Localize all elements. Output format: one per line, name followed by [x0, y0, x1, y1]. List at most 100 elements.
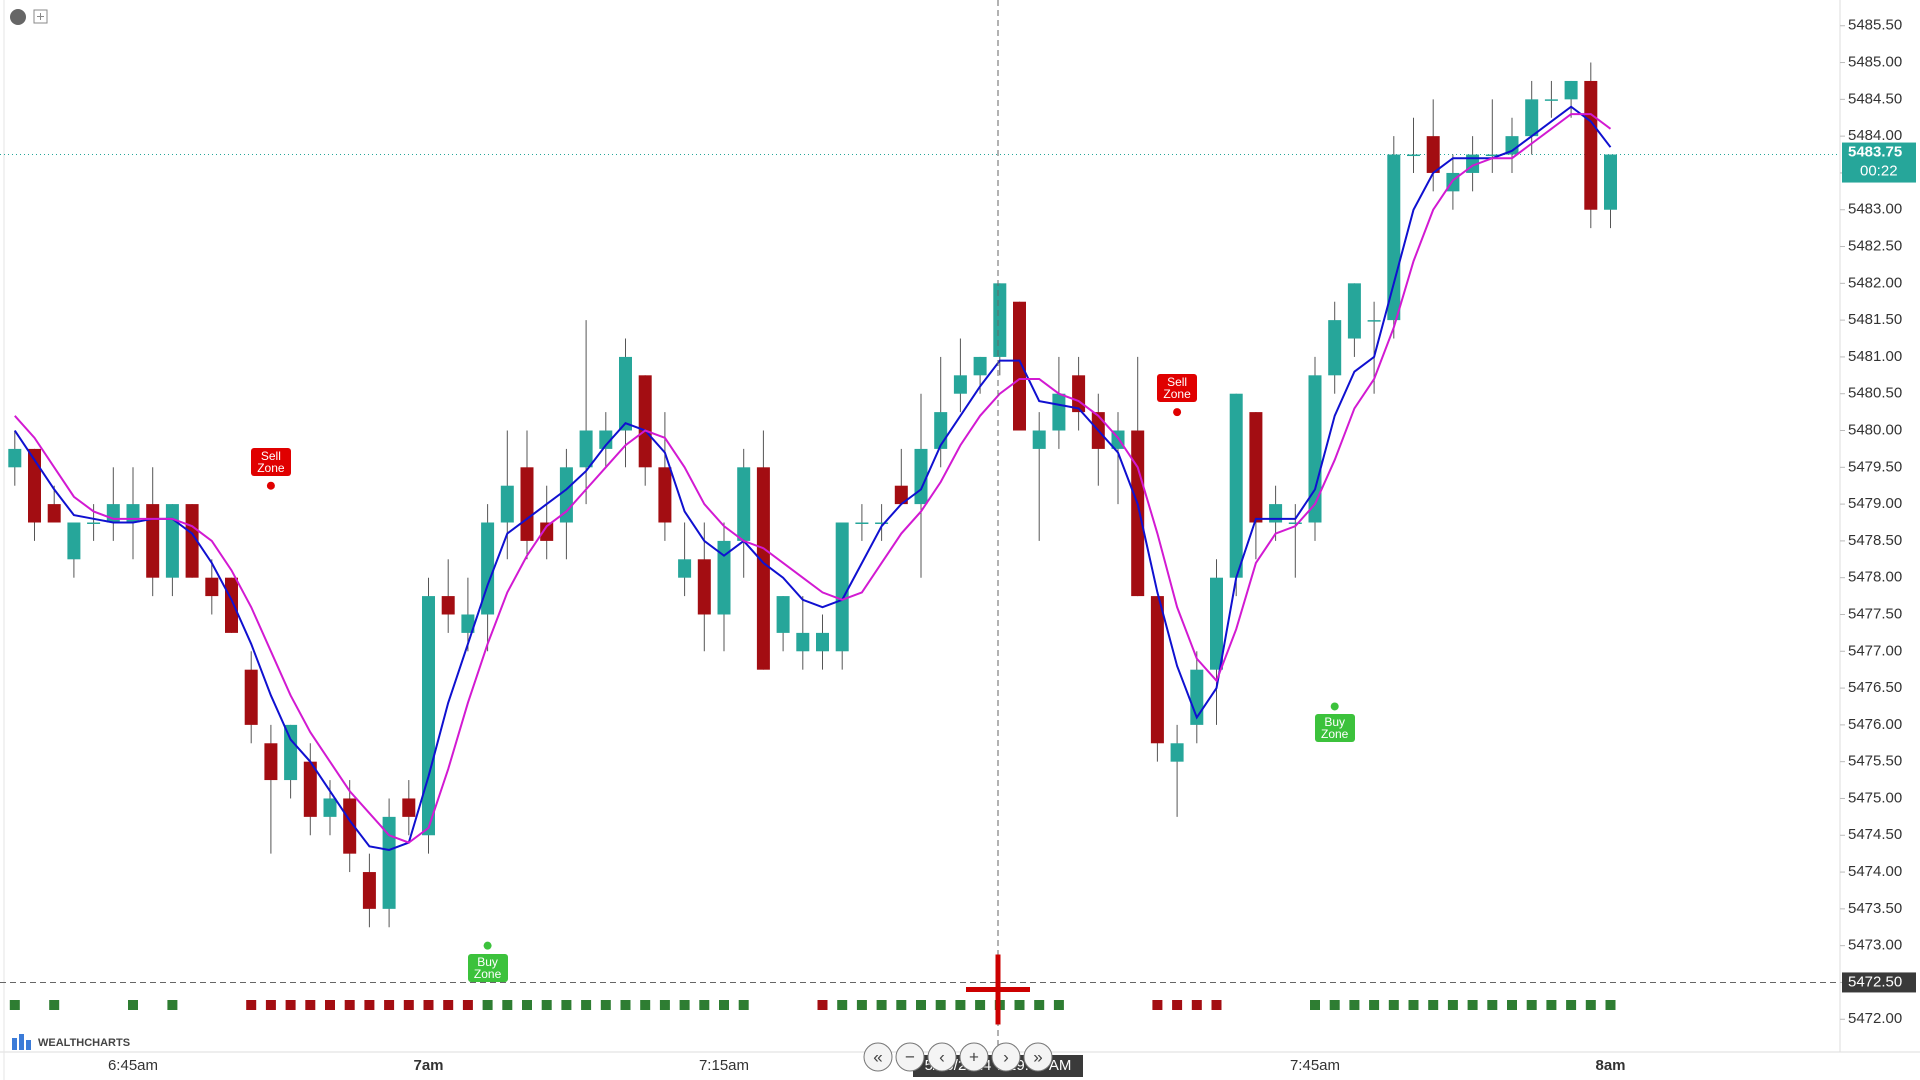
candle-body: [658, 467, 672, 523]
add-icon[interactable]: [33, 9, 48, 24]
signal-square: [916, 1000, 926, 1010]
nav-button-icon: «: [873, 1047, 882, 1066]
y-tick-label: 5478.00: [1848, 569, 1902, 586]
y-tick-label: 5481.00: [1848, 348, 1902, 365]
candle-body: [1210, 577, 1223, 670]
nav-button[interactable]: [927, 1042, 957, 1072]
signal-square: [246, 1000, 257, 1010]
signal-square: [1526, 1000, 1537, 1010]
signal-square: [1428, 1000, 1439, 1010]
zone-marker: [1330, 702, 1339, 711]
signal-square: [541, 1000, 552, 1010]
candle-body: [599, 430, 613, 449]
candle-body: [678, 559, 692, 578]
candle-body: [481, 522, 495, 615]
last-price-box: [1842, 142, 1916, 183]
indicator-line: [13, 105, 1612, 852]
candle-body: [776, 596, 790, 633]
candle-body: [1407, 154, 1420, 157]
candle-body: [638, 375, 652, 468]
settings-icon[interactable]: [10, 9, 26, 25]
signal-square: [975, 1000, 986, 1010]
y-tick-label: 5475.50: [1848, 753, 1902, 770]
y-tick-label: 5475.00: [1848, 789, 1902, 806]
candle-body: [1564, 80, 1578, 100]
signal-square: [49, 1000, 60, 1010]
nav-button[interactable]: [991, 1042, 1021, 1072]
candle-body: [1249, 412, 1263, 523]
candle-body: [1525, 99, 1539, 137]
candle-body: [1604, 154, 1617, 210]
signal-square: [128, 1000, 138, 1010]
zone-label: Buy Zone: [467, 953, 508, 982]
y-tick-label: 5484.50: [1848, 90, 1902, 107]
zone-label: Buy Zone: [1314, 714, 1355, 743]
signal-square: [1014, 1000, 1025, 1010]
candle-body: [894, 485, 908, 505]
nav-button-icon: »: [1033, 1047, 1042, 1066]
logo-bar: [12, 1038, 17, 1050]
candle-body: [284, 724, 298, 781]
candle-body: [1170, 743, 1184, 762]
signal-square: [679, 1000, 690, 1010]
nav-button[interactable]: [863, 1042, 893, 1072]
candle-body: [225, 577, 238, 633]
signal-square: [1507, 1000, 1517, 1010]
candle-body: [1150, 596, 1164, 744]
nav-button[interactable]: [895, 1042, 925, 1072]
signal-square: [837, 1000, 848, 1010]
nav-button[interactable]: [1023, 1042, 1053, 1072]
signal-square: [955, 1000, 966, 1010]
y-tick-label: 5485.00: [1848, 54, 1902, 71]
signal-square: [935, 1000, 946, 1010]
nav-button[interactable]: [959, 1042, 989, 1072]
signal-square: [1034, 1000, 1045, 1010]
candle-body: [264, 743, 278, 781]
nav-button-icon: +: [969, 1047, 979, 1066]
signal-square: [1447, 1000, 1458, 1010]
candle-body: [1308, 375, 1322, 523]
nav-button-icon: ›: [1003, 1047, 1009, 1066]
signal-square: [640, 1000, 651, 1010]
candle-body: [87, 522, 101, 524]
signal-square: [285, 1000, 296, 1010]
signal-square: [1585, 1000, 1596, 1010]
candle-body: [382, 816, 396, 909]
signal-square: [502, 1000, 513, 1010]
candle-body: [1328, 320, 1342, 376]
candle-body: [855, 522, 869, 524]
x-tick-label: 7:15am: [699, 1057, 749, 1074]
signal-square: [719, 1000, 729, 1010]
signal-square: [522, 1000, 532, 1010]
signal-square: [1053, 1000, 1064, 1010]
zone-marker: [1173, 408, 1182, 417]
signal-square: [876, 1000, 887, 1010]
signal-square: [364, 1000, 375, 1010]
zone-marker: [266, 481, 275, 490]
signal-square: [896, 1000, 907, 1010]
signal-square: [1172, 1000, 1183, 1010]
candle-body: [28, 448, 41, 523]
candle-body: [835, 522, 849, 652]
signal-square: [1329, 1000, 1340, 1010]
signal-square: [1349, 1000, 1360, 1010]
signal-square: [1408, 1000, 1419, 1010]
candle-body: [1584, 80, 1598, 210]
y-tick-label: 5473.50: [1848, 900, 1902, 917]
candle-body: [422, 596, 435, 836]
signal-square: [403, 1000, 414, 1010]
candle-body: [441, 596, 455, 615]
y-tick-label: 5485.50: [1848, 17, 1902, 34]
candle-body: [343, 798, 357, 854]
signal-square: [581, 1000, 592, 1010]
y-tick-label: 5479.50: [1848, 458, 1902, 475]
candle-body: [362, 872, 376, 909]
candle-body: [697, 559, 711, 615]
signal-square: [305, 1000, 316, 1010]
candle-body: [914, 448, 928, 505]
signal-square: [167, 1000, 178, 1010]
y-tick-label: 5474.00: [1848, 863, 1902, 880]
